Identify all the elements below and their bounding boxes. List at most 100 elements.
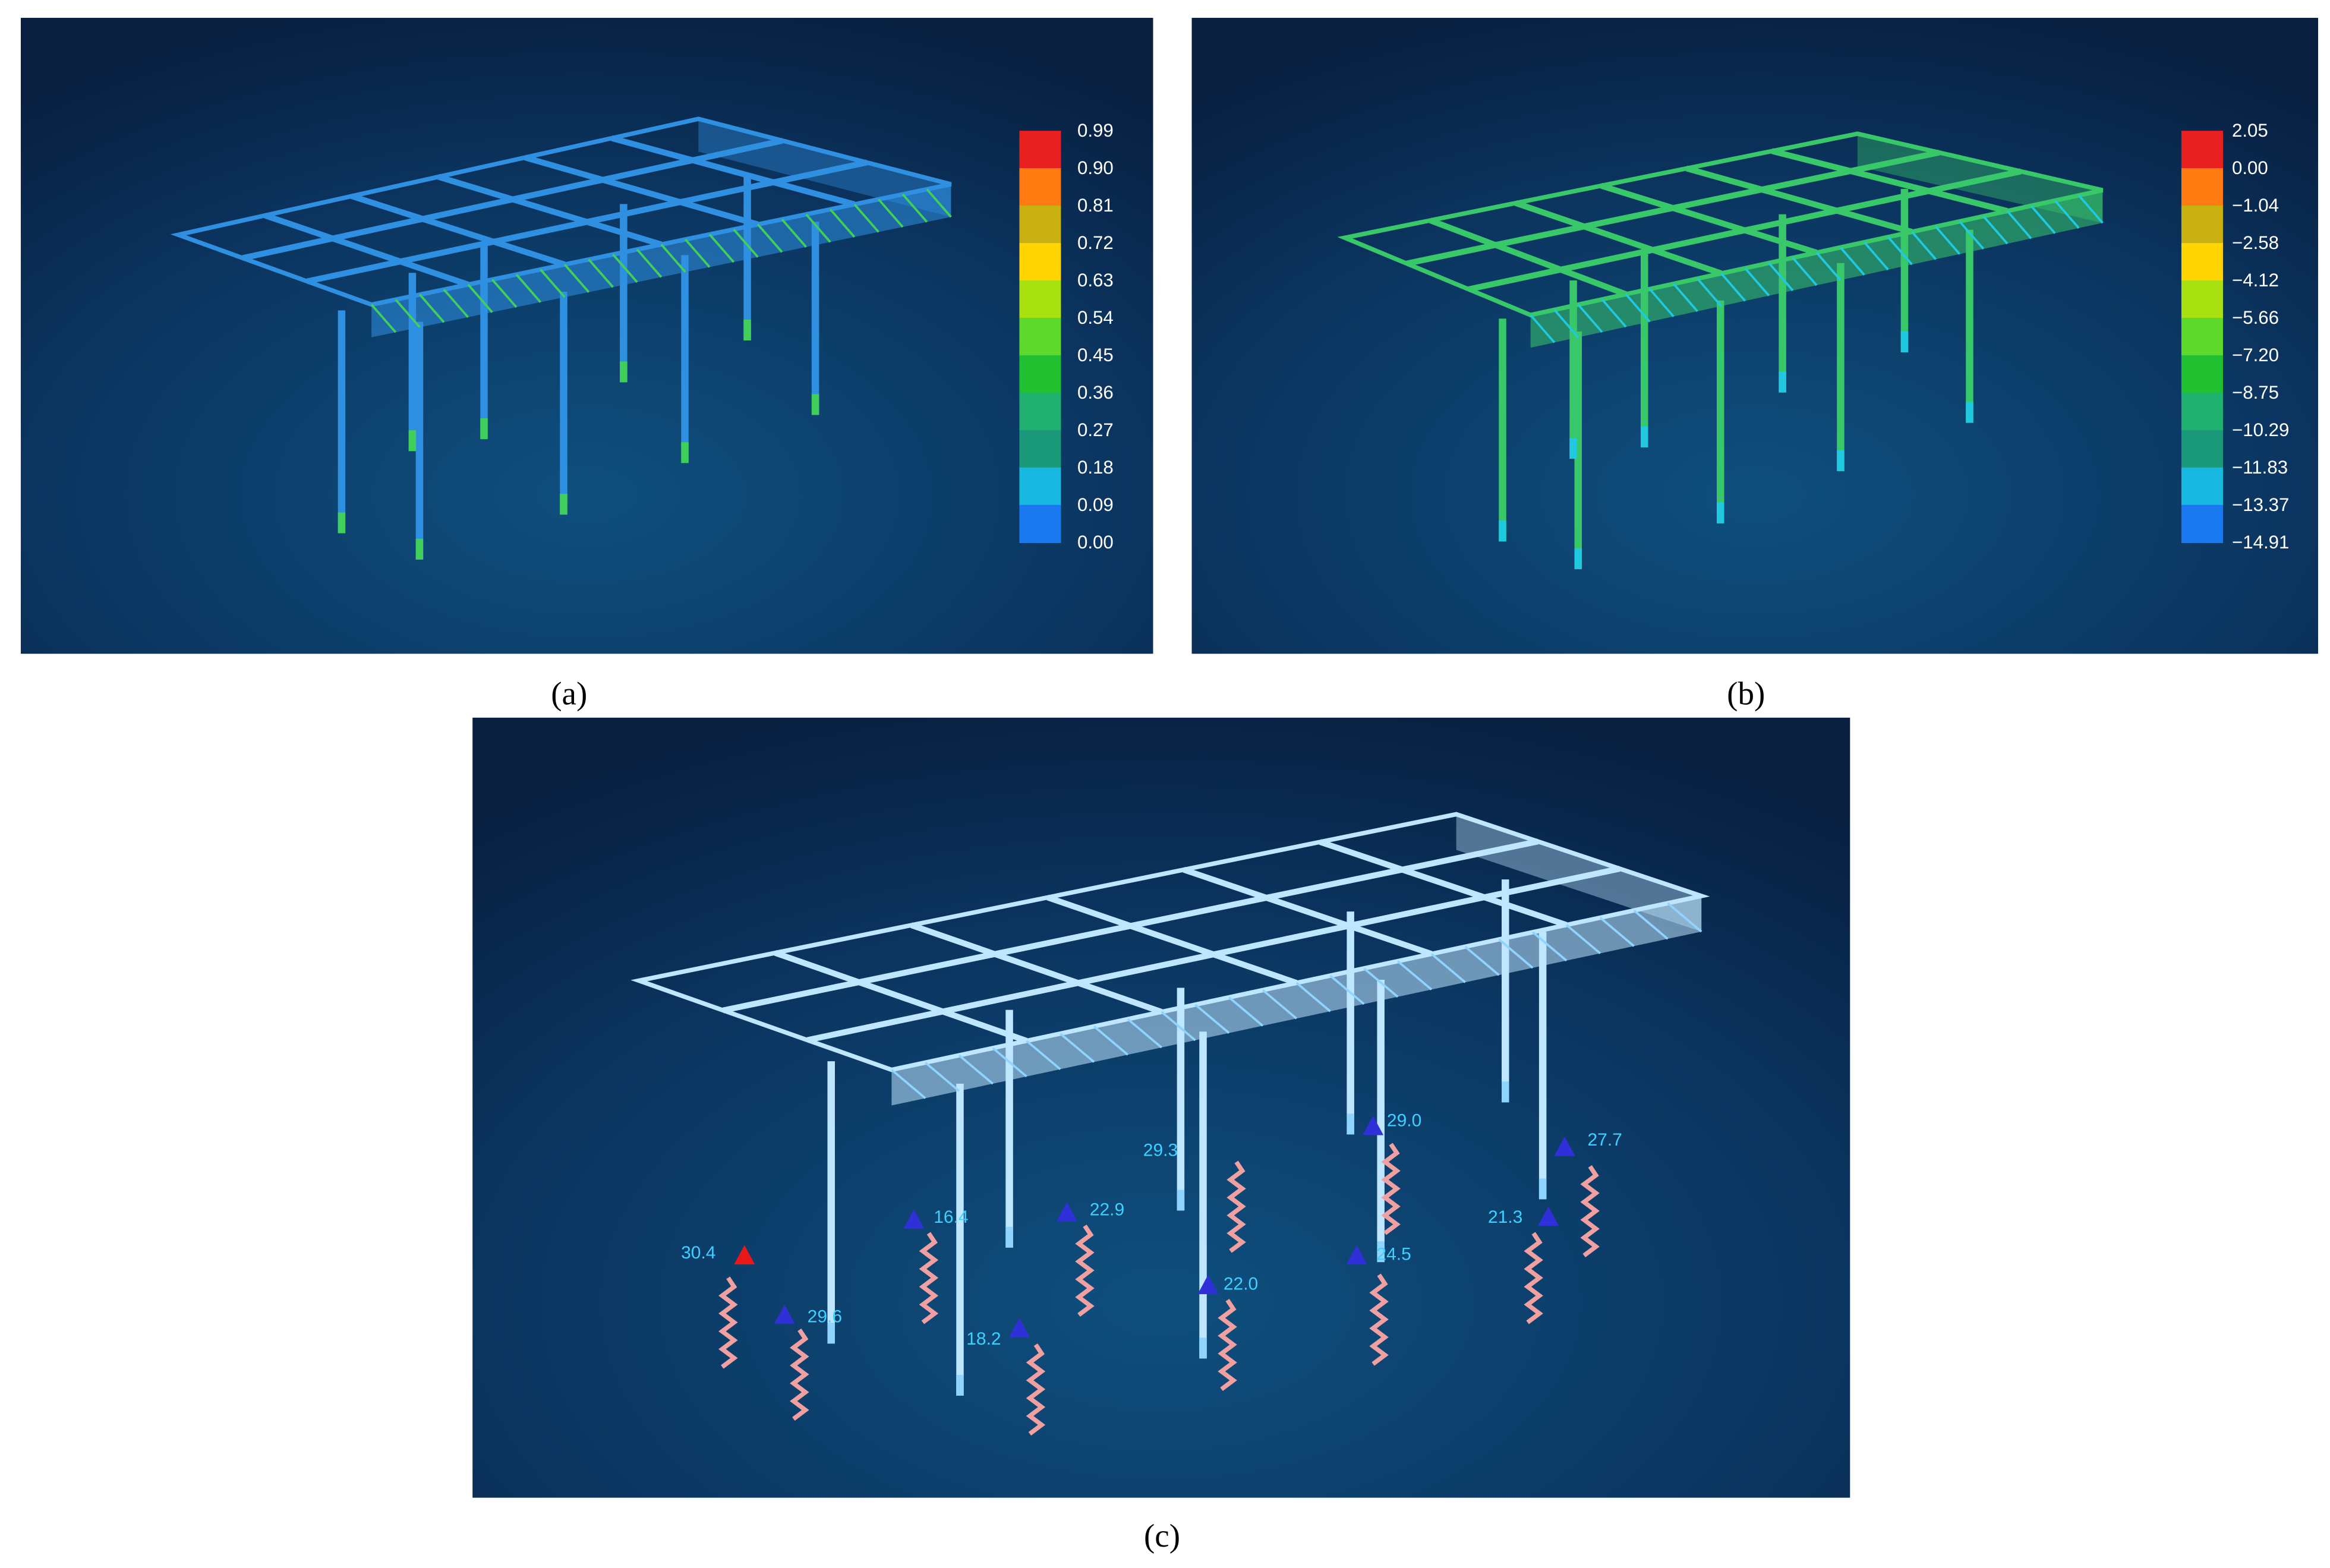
legend-label: 0.27 — [1077, 419, 1114, 440]
truss — [1127, 1018, 1162, 1049]
legend-label: −13.37 — [2232, 494, 2289, 515]
truss — [2077, 194, 2104, 224]
strain-wave — [1580, 1165, 1600, 1258]
truss — [756, 223, 783, 253]
truss — [1262, 989, 1298, 1020]
truss — [1464, 945, 1500, 976]
truss — [443, 289, 469, 318]
truss — [395, 298, 421, 329]
truss — [2006, 210, 2032, 239]
legend-swatch — [1019, 243, 1061, 282]
truss — [910, 922, 1163, 1015]
sensor-marker — [903, 1209, 925, 1229]
truss — [1599, 917, 1635, 947]
truss — [992, 1047, 1027, 1078]
legend-label: 0.81 — [1077, 195, 1114, 216]
legend-label: 0.54 — [1077, 307, 1114, 328]
truss — [1625, 293, 1651, 323]
sensor-marker — [1363, 1116, 1384, 1135]
sensor-value: 29.3 — [1143, 1141, 1178, 1160]
truss — [1429, 217, 1627, 297]
legend-swatch — [2181, 467, 2223, 506]
legend-swatch — [1019, 467, 1061, 506]
truss — [958, 1054, 994, 1085]
truss — [540, 269, 566, 298]
truss — [1515, 200, 1723, 276]
truss — [563, 263, 590, 293]
sensor-marker — [1538, 1206, 1559, 1226]
truss — [1577, 304, 1603, 333]
truss — [781, 218, 808, 248]
legend-swatch — [1019, 430, 1061, 469]
truss — [891, 1069, 926, 1099]
truss — [264, 212, 469, 288]
truss — [1161, 1011, 1196, 1042]
truss — [1194, 1004, 1230, 1034]
panel-label: (a) — [551, 675, 587, 711]
truss — [1553, 309, 1579, 338]
panel-c: 30.4 29.6 16.4 22.9 18.2 29.3 22.0 29.0 24.5 27.7… — [630, 812, 1710, 1436]
legend-label: −1.04 — [2232, 195, 2279, 216]
legend-label: 0.09 — [1077, 494, 1114, 515]
strain-wave — [718, 1276, 738, 1369]
truss — [242, 137, 784, 261]
strain-wave — [1026, 1343, 1046, 1436]
truss — [1771, 148, 2009, 214]
truss — [1863, 241, 1889, 271]
legend-swatch — [2181, 168, 2223, 207]
truss — [660, 244, 686, 273]
strain-wave — [1227, 1160, 1246, 1253]
legend-label: 0.45 — [1077, 345, 1114, 365]
truss — [774, 950, 1028, 1044]
legend-label: 0.00 — [1077, 532, 1114, 553]
truss — [1959, 220, 1985, 250]
truss — [1228, 996, 1264, 1027]
truss — [2030, 205, 2056, 234]
truss — [1060, 1033, 1095, 1063]
sensor-value: 29.0 — [1387, 1111, 1421, 1131]
truss — [1633, 909, 1669, 940]
truss — [1697, 277, 1722, 307]
sensor-value: 24.5 — [1376, 1245, 1411, 1264]
truss — [1498, 938, 1534, 969]
truss — [1815, 251, 1842, 281]
truss — [370, 304, 397, 333]
truss — [806, 866, 1620, 1043]
sensor-value: 21.3 — [1488, 1207, 1522, 1227]
truss — [2054, 200, 2080, 229]
truss — [1768, 262, 1794, 292]
legend-swatch — [2181, 317, 2223, 356]
strain-wave — [1524, 1232, 1543, 1324]
deck-side — [371, 184, 951, 337]
legend-swatch — [1019, 131, 1061, 169]
sensor-value: 27.7 — [1587, 1130, 1622, 1150]
sensor-marker — [774, 1304, 795, 1324]
deck-top — [170, 116, 952, 307]
truss — [1565, 924, 1601, 954]
sensor-value: 22.9 — [1090, 1200, 1124, 1220]
truss — [1093, 1025, 1129, 1056]
legend-swatch — [1019, 504, 1061, 544]
truss — [636, 248, 663, 278]
truss — [588, 258, 614, 288]
strain-wave — [1381, 1143, 1401, 1235]
truss — [733, 228, 759, 258]
strain-wave — [1369, 1273, 1389, 1366]
legend-swatch — [2181, 430, 2223, 469]
sensor-marker — [1346, 1245, 1367, 1265]
truss — [515, 273, 542, 303]
truss — [611, 135, 856, 207]
truss — [467, 283, 493, 313]
truss — [1295, 982, 1331, 1012]
panel-label: (b) — [1727, 675, 1765, 711]
sensor-value: 18.2 — [966, 1329, 1001, 1349]
truss — [1685, 165, 1913, 235]
truss — [1329, 974, 1365, 1005]
truss — [1672, 283, 1698, 313]
legend-swatch — [1019, 280, 1061, 319]
truss — [1887, 236, 1913, 266]
legend-swatch — [2181, 243, 2223, 282]
sensor-value: 29.6 — [808, 1307, 842, 1327]
truss — [524, 154, 759, 228]
legend-swatch — [1019, 355, 1061, 394]
